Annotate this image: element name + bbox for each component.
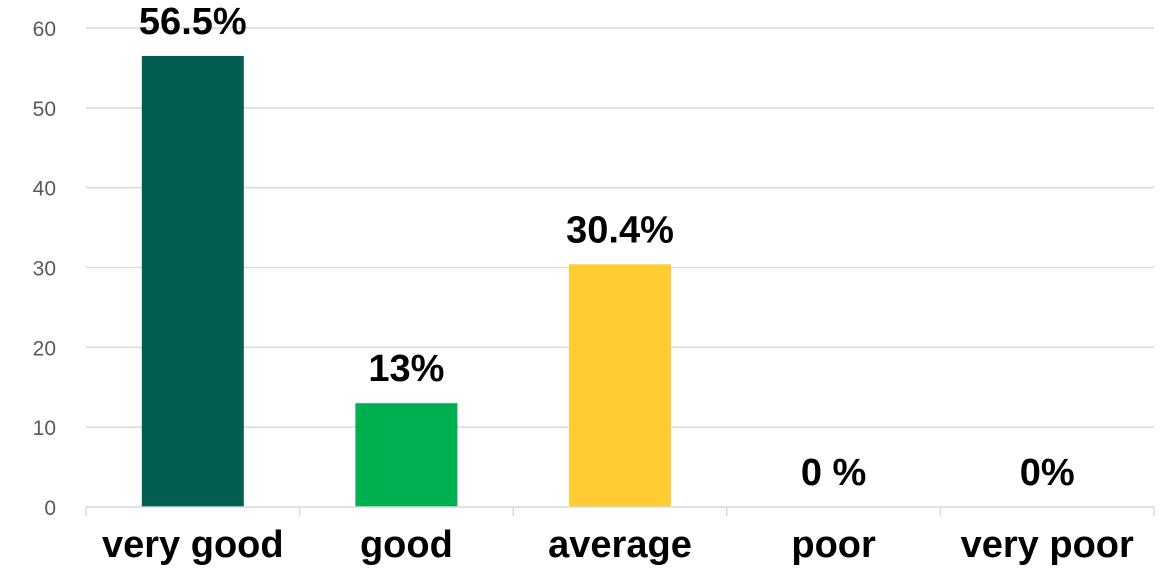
category-label: poor bbox=[791, 524, 876, 566]
y-tick-label: 0 bbox=[44, 497, 56, 520]
y-tick-label: 20 bbox=[33, 337, 56, 360]
data-label: 0 % bbox=[801, 452, 866, 494]
data-label: 30.4% bbox=[566, 209, 674, 251]
y-axis-tick-labels: 0 10 20 30 40 50 60 bbox=[33, 18, 56, 520]
y-tick-label: 30 bbox=[33, 258, 56, 281]
x-axis bbox=[85, 506, 1155, 516]
category-label: average bbox=[548, 524, 692, 566]
bar-average bbox=[569, 264, 671, 507]
category-label: good bbox=[360, 524, 453, 566]
category-label: very poor bbox=[961, 524, 1134, 566]
y-tick-label: 50 bbox=[33, 98, 56, 121]
data-label: 56.5% bbox=[139, 1, 247, 43]
category-labels: very good good average poor very poor bbox=[102, 524, 1134, 566]
bar-good bbox=[355, 403, 458, 507]
y-tick-label: 10 bbox=[33, 417, 56, 440]
data-labels: 56.5% 13% 30.4% 0 % 0% bbox=[139, 1, 1075, 494]
y-tick-label: 60 bbox=[33, 18, 56, 41]
category-label: very good bbox=[102, 524, 284, 566]
bar-very-good bbox=[141, 55, 244, 508]
data-label: 13% bbox=[368, 348, 444, 390]
bars bbox=[141, 55, 671, 508]
y-tick-label: 40 bbox=[33, 178, 56, 201]
data-label: 0% bbox=[1020, 452, 1075, 494]
